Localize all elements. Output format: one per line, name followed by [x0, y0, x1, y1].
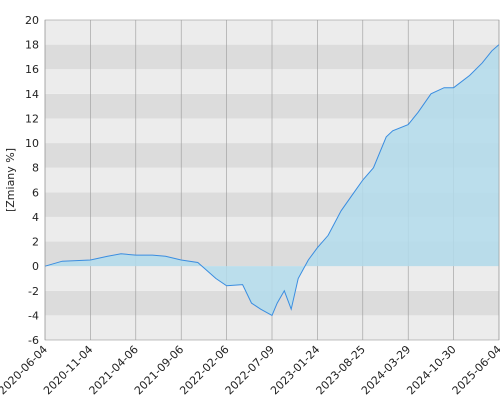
y-tick-label: 0 [32, 260, 39, 273]
y-tick-label: 20 [25, 14, 39, 27]
plot-border [44, 19, 500, 341]
y-tick-label: 10 [25, 137, 39, 150]
y-tick-label: 6 [32, 186, 39, 199]
y-tick-label: 18 [25, 39, 39, 52]
y-tick-label: -4 [28, 309, 39, 322]
y-tick-label: 16 [25, 63, 39, 76]
y-tick-label: 12 [25, 112, 39, 125]
y-axis-label: [Zmiany %] [4, 148, 17, 212]
y-tick-label: 2 [32, 236, 39, 249]
y-tick-label: -2 [28, 285, 39, 298]
y-tick-label: -6 [28, 334, 39, 347]
y-tick-label: 14 [25, 88, 39, 101]
y-tick-label: 8 [32, 162, 39, 175]
y-tick-label: 4 [32, 211, 39, 224]
line [44, 44, 500, 317]
area-fill [45, 44, 499, 316]
